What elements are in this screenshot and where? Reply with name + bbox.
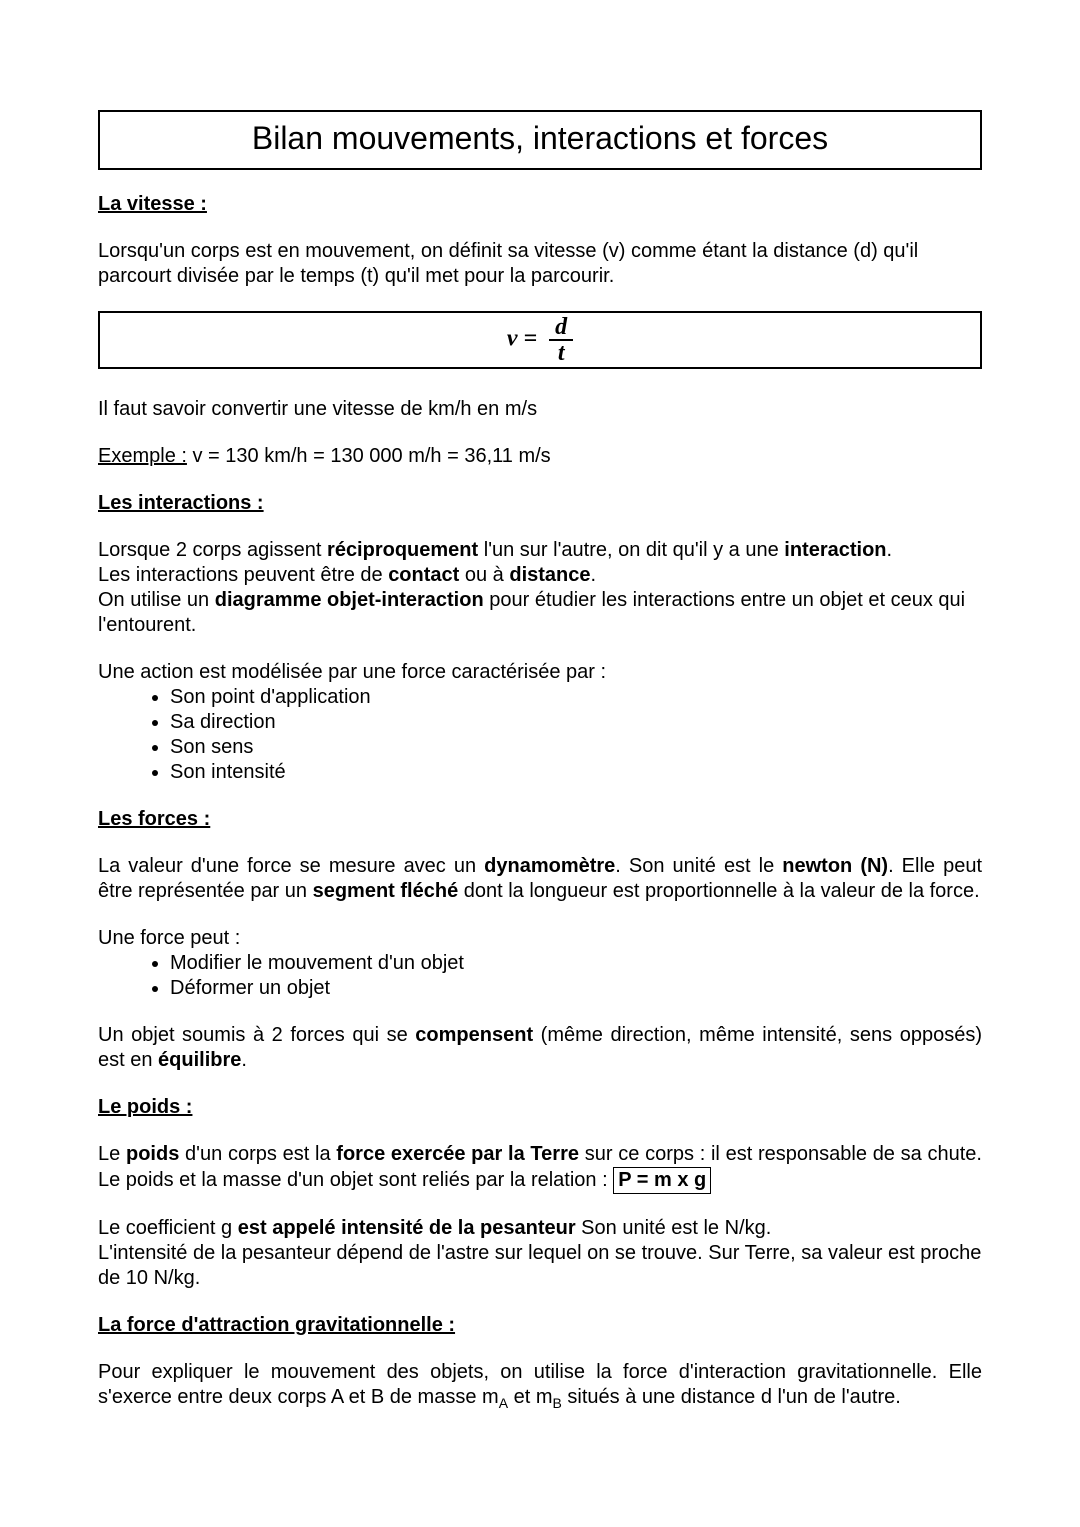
forces-equilibrium: Un objet soumis à 2 forces qui se compen… <box>98 1023 982 1073</box>
text: . <box>591 564 597 586</box>
text: . Son unité est le <box>615 855 782 877</box>
example-value: v = 130 km/h = 130 000 m/h = 36,11 m/s <box>187 445 551 467</box>
list-item: Modifier le mouvement d'un objet <box>170 951 982 976</box>
text-bold: équilibre <box>158 1049 241 1071</box>
text-bold: force exercée par la Terre <box>336 1143 579 1165</box>
text: Un objet soumis à 2 forces qui se <box>98 1024 415 1046</box>
list-item: Son intensité <box>170 760 982 785</box>
text: On utilise un <box>98 589 215 611</box>
text-bold: contact <box>388 564 459 586</box>
heading-gravitation: La force d'attraction gravitationnelle : <box>98 1313 982 1338</box>
list-item: Sa direction <box>170 710 982 735</box>
text: La valeur d'une force se mesure avec un <box>98 855 484 877</box>
formula-fraction: d t <box>549 315 573 365</box>
subscript-b: B <box>552 1395 561 1411</box>
text: Le coefficient g <box>98 1217 238 1239</box>
text: Son unité est le N/kg. <box>576 1217 772 1239</box>
text: ou à <box>459 564 509 586</box>
text-bold: segment fléché <box>313 880 459 902</box>
text-bold: compensent <box>415 1024 533 1046</box>
vitesse-definition: Lorsqu'un corps est en mouvement, on déf… <box>98 239 982 289</box>
text: et m <box>508 1386 552 1408</box>
gravitation-intro: Pour expliquer le mouvement des objets, … <box>98 1360 982 1413</box>
text-bold: diagramme objet-interaction <box>215 589 484 611</box>
document-title: Bilan mouvements, interactions et forces <box>98 110 982 170</box>
text: situés à une distance d l'un de l'autre. <box>562 1386 901 1408</box>
heading-vitesse: La vitesse : <box>98 192 982 217</box>
formula-denominator: t <box>549 341 573 365</box>
force-characteristics-list: Son point d'application Sa direction Son… <box>98 685 982 785</box>
text-bold: réciproquement <box>327 539 478 561</box>
text: . <box>887 539 893 561</box>
text-bold: newton (N) <box>782 855 888 877</box>
list-item: Son point d'application <box>170 685 982 710</box>
vitesse-example: Exemple : v = 130 km/h = 130 000 m/h = 3… <box>98 444 982 469</box>
forces-can-intro: Une force peut : <box>98 926 982 951</box>
text: Lorsque 2 corps agissent <box>98 539 327 561</box>
heading-poids: Le poids : <box>98 1095 982 1120</box>
text-bold: interaction <box>784 539 886 561</box>
poids-definition: Le poids d'un corps est la force exercée… <box>98 1142 982 1194</box>
text: Les interactions peuvent être de <box>98 564 388 586</box>
list-item: Déformer un objet <box>170 976 982 1001</box>
example-label: Exemple : <box>98 445 187 467</box>
forces-effects-list: Modifier le mouvement d'un objet Déforme… <box>98 951 982 1001</box>
formula-lhs: v = <box>507 326 537 352</box>
text: dont la longueur est proportionnelle à l… <box>458 880 979 902</box>
interactions-force-intro: Une action est modélisée par une force c… <box>98 660 982 685</box>
formula-weight-box: P = m x g <box>613 1167 711 1194</box>
text-bold: poids <box>126 1143 179 1165</box>
text: l'un sur l'autre, on dit qu'il y a une <box>478 539 784 561</box>
text: L'intensité de la pesanteur dépend de l'… <box>98 1242 981 1289</box>
formula-velocity: v = d t <box>98 311 982 369</box>
list-item: Son sens <box>170 735 982 760</box>
heading-forces: Les forces : <box>98 807 982 832</box>
heading-interactions: Les interactions : <box>98 491 982 516</box>
formula-numerator: d <box>549 315 573 341</box>
subscript-a: A <box>499 1395 508 1411</box>
text: Le <box>98 1143 126 1165</box>
text: . <box>241 1049 247 1071</box>
interactions-intro: Lorsque 2 corps agissent réciproquement … <box>98 538 982 638</box>
vitesse-convert-note: Il faut savoir convertir une vitesse de … <box>98 397 982 422</box>
text-bold: est appelé intensité de la pesanteur <box>238 1217 576 1239</box>
poids-g-note: Le coefficient g est appelé intensité de… <box>98 1216 982 1291</box>
text: d'un corps est la <box>179 1143 336 1165</box>
text-bold: dynamomètre <box>484 855 615 877</box>
text-bold: distance <box>509 564 590 586</box>
forces-measure: La valeur d'une force se mesure avec un … <box>98 854 982 904</box>
